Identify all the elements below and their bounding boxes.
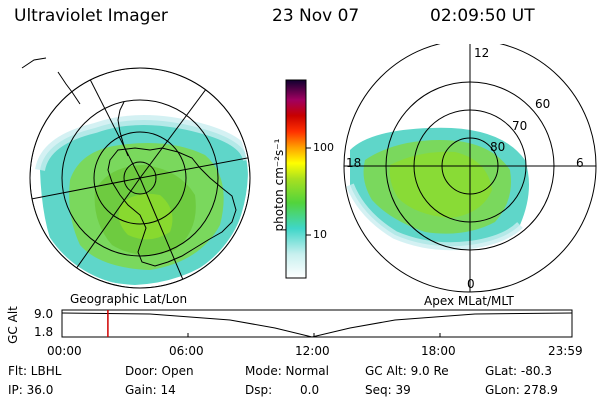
altitude-curve [61,312,573,338]
left-map-caption: Geographic Lat/Lon [70,292,188,306]
coastline [21,57,237,267]
time-label: 02:09:50 UT [430,6,535,26]
altitude-plot [61,309,573,338]
mlt-label-18: 18 [346,156,362,170]
info-mode: Mode: Normal [245,364,329,378]
info-dsp-label: Dsp: [245,383,273,397]
info-glon: GLon: 278.9 [485,383,558,397]
mlat-mlt-grid [343,44,597,293]
info-door: Door: Open [125,364,194,378]
info-gain: Gain: 14 [125,383,176,397]
colorbar-tick-100: 100 [313,141,334,154]
aurora-image-left [35,115,248,285]
info-dsp-value: 0.0 [300,383,320,397]
mlat-label-80: 80 [490,140,506,154]
info-filter: Flt: LBHL [8,364,62,378]
mlat-label-60: 60 [535,97,551,111]
info-ip: IP: 36.0 [8,383,54,397]
info-glat: GLat: -80.3 [485,364,552,378]
mlt-label-6: 6 [576,156,584,170]
time-tick-1200: 12:00 [295,344,330,358]
time-tick-0000: 00:00 [47,344,82,358]
time-tick-0600: 06:00 [169,344,204,358]
mlt-label-12: 12 [474,46,490,60]
altitude-plot-frame [61,309,573,338]
colorbar-unit-label: photon cm⁻²s⁻¹ [272,138,286,232]
altitude-axis-label: GC Alt [5,306,20,344]
magnetic-map [343,44,597,293]
right-map-caption: Apex MLat/MLT [424,294,514,308]
info-seq: Seq: 39 [365,383,411,397]
geographic-map [21,57,251,289]
time-tick-2359: 23:59 [548,344,583,358]
colorbar-gradient [285,79,307,279]
mlt-label-0: 0 [467,277,475,291]
instrument-title: Ultraviolet Imager [14,6,168,26]
colorbar-tick-10: 10 [313,228,327,241]
altitude-tick-bottom: 1.8 [34,325,54,339]
time-tick-1800: 18:00 [421,344,456,358]
altitude-tick-top: 9.0 [34,307,54,321]
colorbar [285,79,311,279]
aurora-image-right [346,127,529,251]
info-gc-altitude: GC Alt: 9.0 Re [365,364,449,378]
mlat-label-70: 70 [512,119,528,133]
date-label: 23 Nov 07 [272,6,360,26]
